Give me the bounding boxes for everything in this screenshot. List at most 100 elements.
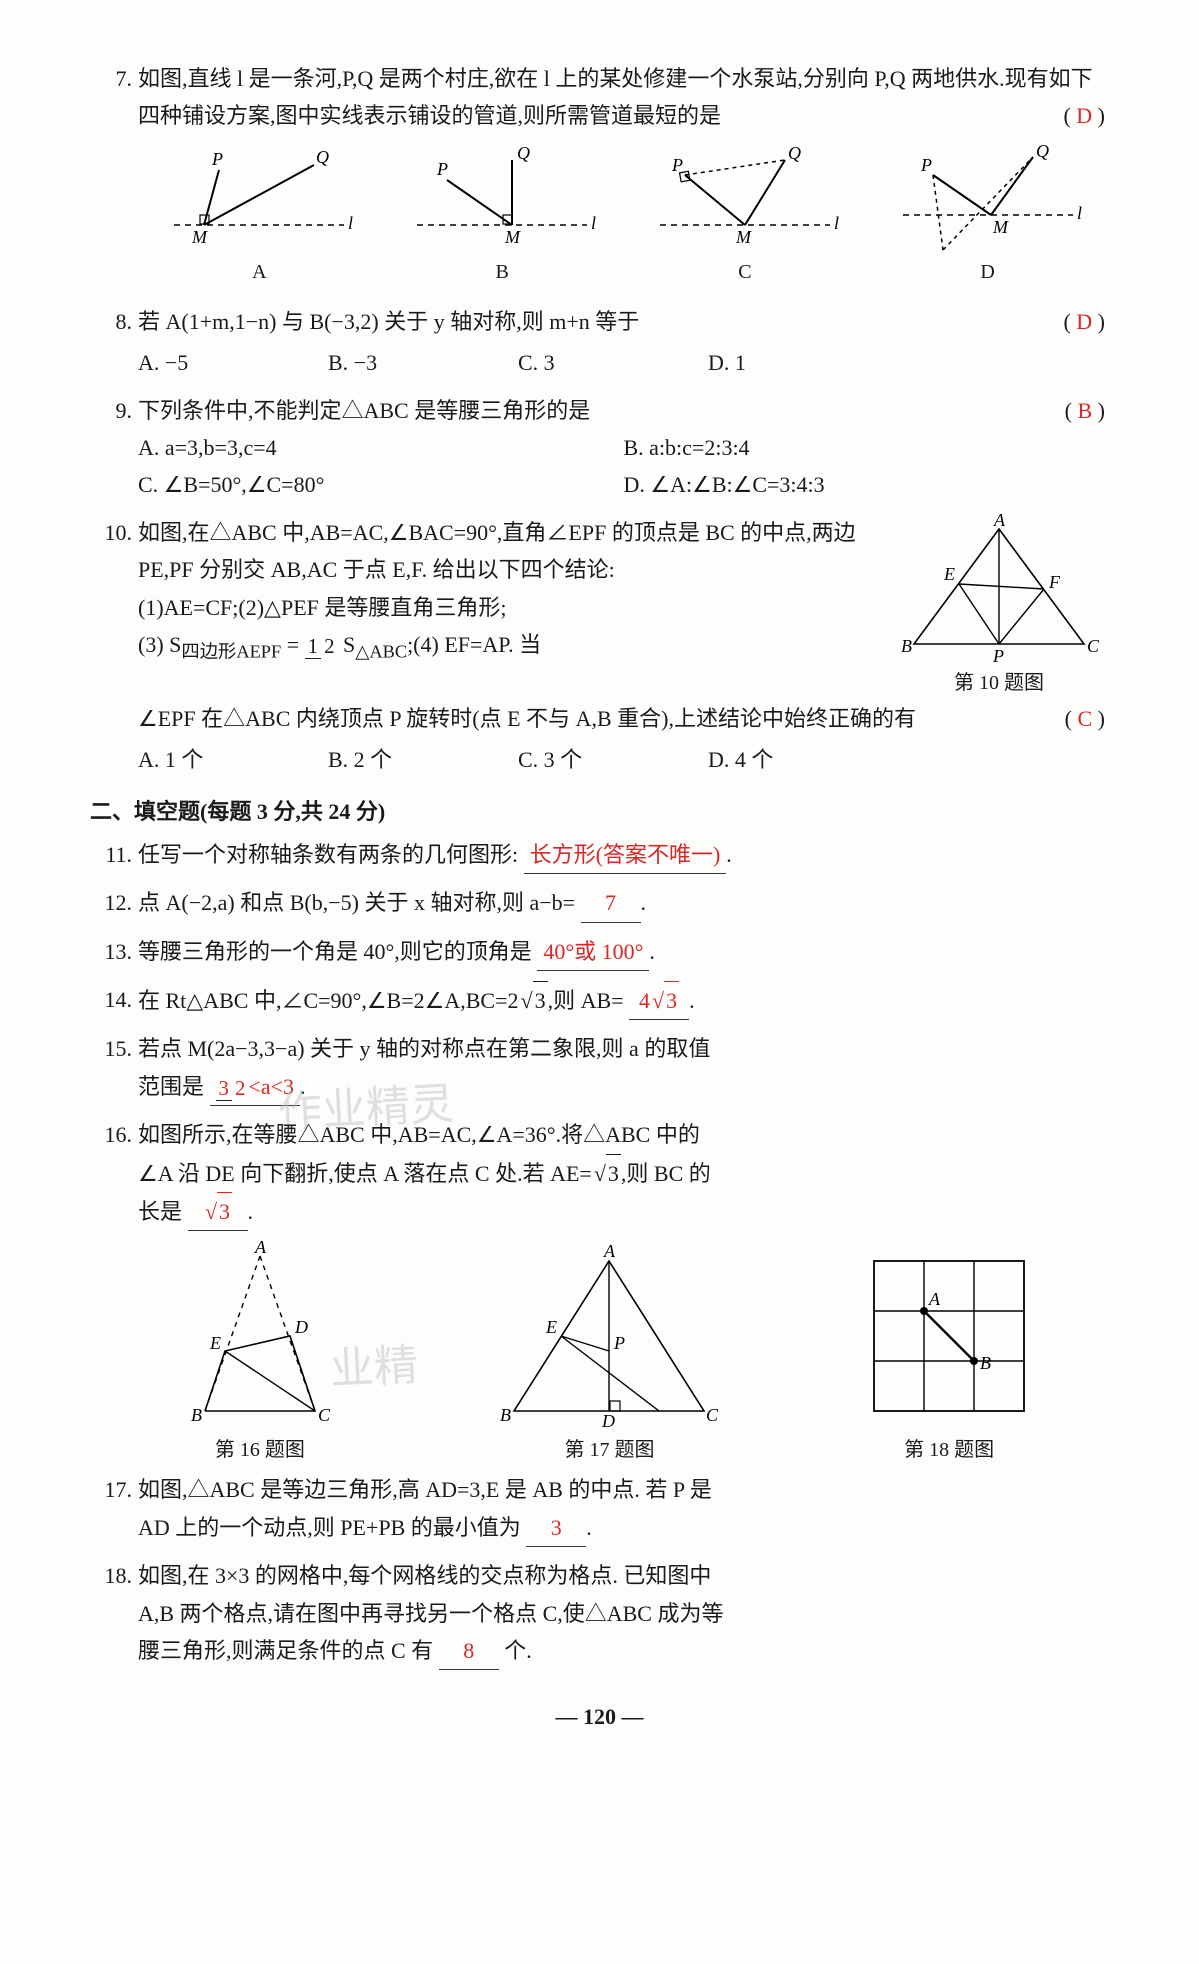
- q17-num: 17.: [90, 1471, 138, 1547]
- q7-fig-a: l P Q M A: [164, 145, 354, 289]
- svg-text:E: E: [943, 564, 955, 584]
- q10-figure: A B C P E F 第 10 题图: [889, 514, 1109, 700]
- q8-opt-b: B. −3: [328, 344, 478, 381]
- q18-text2: A,B 两个格点,请在图中再寻找另一个格点 C,使△ABC 成为等: [138, 1601, 723, 1626]
- q10-opt-d: D. 4 个: [708, 741, 858, 778]
- q9-answer-wrap: ( B ): [1065, 392, 1105, 429]
- q14-answer: 43: [629, 981, 689, 1020]
- question-15: 15. 作业精灵 若点 M(2a−3,3−a) 关于 y 轴的对称点在第二象限,…: [90, 1030, 1109, 1106]
- q13-text: 等腰三角形的一个角是 40°,则它的顶角是: [138, 939, 532, 964]
- svg-text:l: l: [348, 213, 353, 233]
- q16-num: 16.: [90, 1116, 138, 1231]
- q9-opt-d: D. ∠A:∠B:∠C=3:4:3: [624, 466, 1110, 503]
- q10-fig-label: 第 10 题图: [889, 666, 1109, 700]
- question-17: 17. 如图,△ABC 是等边三角形,高 AD=3,E 是 AB 的中点. 若 …: [90, 1471, 1109, 1547]
- q7-fig-b: l P Q M B: [407, 145, 597, 289]
- q14-text-b: ,则 AB=: [548, 988, 624, 1013]
- question-13: 13. 等腰三角形的一个角是 40°,则它的顶角是 40°或 100°.: [90, 933, 1109, 971]
- q10-opt-b: B. 2 个: [328, 741, 478, 778]
- q13-answer: 40°或 100°: [537, 933, 649, 971]
- q14-num: 14.: [90, 981, 138, 1020]
- q17-text1: 如图,△ABC 是等边三角形,高 AD=3,E 是 AB 的中点. 若 P 是: [138, 1477, 712, 1502]
- svg-text:Q: Q: [316, 147, 329, 167]
- svg-text:P: P: [920, 155, 932, 175]
- svg-text:l: l: [591, 213, 596, 233]
- q7-fig-c: l P Q M C: [650, 145, 840, 289]
- svg-text:E: E: [545, 1317, 557, 1337]
- fig16-label: 第 16 题图: [155, 1433, 365, 1467]
- svg-text:P: P: [992, 646, 1004, 664]
- svg-text:M: M: [735, 227, 752, 247]
- q14-tail: .: [689, 988, 695, 1013]
- figure-17: A B C D E P 第 17 题图: [494, 1241, 724, 1467]
- svg-text:F: F: [1048, 572, 1061, 592]
- q10-num: 10.: [90, 514, 138, 779]
- svg-text:A: A: [603, 1241, 616, 1261]
- q15-num: 15.: [90, 1030, 138, 1106]
- svg-text:B: B: [901, 636, 912, 656]
- svg-text:E: E: [209, 1333, 221, 1353]
- q7-figures: l P Q M A l P Q: [138, 145, 1109, 289]
- q8-num: 8.: [90, 303, 138, 382]
- svg-text:l: l: [1077, 203, 1082, 223]
- q9-opt-b: B. a:b:c=2:3:4: [624, 429, 1110, 466]
- svg-text:D: D: [601, 1411, 615, 1431]
- svg-text:C: C: [706, 1405, 719, 1425]
- q16-answer: 3: [188, 1192, 248, 1231]
- q8-answer-wrap: ( D ): [1063, 303, 1105, 340]
- q18-answer: 8: [439, 1632, 499, 1670]
- q9-answer: B: [1077, 398, 1092, 423]
- q16-text2: ∠A 沿 DE 向下翻折,使点 A 落在点 C 处.若 AE=: [138, 1161, 592, 1186]
- svg-text:M: M: [992, 217, 1009, 237]
- q10-items-b: (3) S四边形AEPF = 12 S△ABC;(4) EF=AP. 当: [138, 632, 541, 657]
- svg-text:D: D: [294, 1317, 308, 1337]
- question-11: 11. 任写一个对称轴条数有两条的几何图形: 长方形(答案不唯一).: [90, 836, 1109, 874]
- svg-text:Q: Q: [788, 145, 801, 163]
- q15-text: 若点 M(2a−3,3−a) 关于 y 轴的对称点在第二象限,则 a 的取值: [138, 1036, 710, 1061]
- q10-text2: ∠EPF 在△ABC 内绕顶点 P 旋转时(点 E 不与 A,B 重合),上述结…: [138, 706, 916, 731]
- q9-num: 9.: [90, 392, 138, 504]
- q16-tail: .: [248, 1199, 254, 1224]
- q18-num: 18.: [90, 1557, 138, 1670]
- q16-text2b: ,则 BC 的: [621, 1161, 711, 1186]
- q16-text1: 如图所示,在等腰△ABC 中,AB=AC,∠A=36°.将△ABC 中的: [138, 1122, 700, 1147]
- page-number: — 120 —: [90, 1698, 1109, 1735]
- svg-text:A: A: [928, 1289, 941, 1309]
- svg-text:C: C: [1087, 636, 1100, 656]
- svg-text:A: A: [254, 1241, 267, 1257]
- q17-text2: AD 上的一个动点,则 PE+PB 的最小值为: [138, 1515, 521, 1540]
- q12-text: 点 A(−2,a) 和点 B(b,−5) 关于 x 轴对称,则 a−b=: [138, 890, 575, 915]
- q14-text-a: 在 Rt△ABC 中,∠C=90°,∠B=2∠A,BC=2: [138, 988, 519, 1013]
- question-8: 8. 若 A(1+m,1−n) 与 B(−3,2) 关于 y 轴对称,则 m+n…: [90, 303, 1109, 382]
- q13-num: 13.: [90, 933, 138, 971]
- question-16: 16. 如图所示,在等腰△ABC 中,AB=AC,∠A=36°.将△ABC 中的…: [90, 1116, 1109, 1231]
- q7-text: 如图,直线 l 是一条河,P,Q 是两个村庄,欲在 l 上的某处修建一个水泵站,…: [138, 66, 1093, 128]
- question-14: 14. 在 Rt△ABC 中,∠C=90°,∠B=2∠A,BC=23,则 AB=…: [90, 981, 1109, 1020]
- q10-opt-a: A. 1 个: [138, 741, 288, 778]
- q15-answer: 32<a<3: [210, 1068, 301, 1106]
- svg-text:P: P: [671, 155, 683, 175]
- q9-opt-a: A. a=3,b=3,c=4: [138, 429, 624, 466]
- q10-items-a: (1)AE=CF;(2)△PEF 是等腰直角三角形;: [138, 595, 507, 620]
- svg-text:Q: Q: [1036, 145, 1049, 161]
- fig18-label: 第 18 题图: [854, 1433, 1044, 1467]
- q7-label-d: D: [893, 255, 1083, 289]
- q13-tail: .: [649, 939, 655, 964]
- svg-text:A: A: [993, 514, 1006, 530]
- svg-text:P: P: [613, 1333, 625, 1353]
- svg-text:Q: Q: [517, 145, 530, 163]
- q7-answer: D: [1076, 103, 1092, 128]
- q8-text: 若 A(1+m,1−n) 与 B(−3,2) 关于 y 轴对称,则 m+n 等于: [138, 309, 639, 334]
- q7-label-b: B: [407, 255, 597, 289]
- svg-text:M: M: [191, 227, 208, 247]
- section-2-header: 二、填空题(每题 3 分,共 24 分): [90, 793, 1109, 830]
- q18-text1: 如图,在 3×3 的网格中,每个网格线的交点称为格点. 已知图中: [138, 1563, 711, 1588]
- q10-opt-c: C. 3 个: [518, 741, 668, 778]
- q11-num: 11.: [90, 836, 138, 874]
- figure-16: A B C E D 第 16 题图: [155, 1241, 365, 1467]
- svg-text:P: P: [436, 159, 448, 179]
- q12-answer: 7: [581, 884, 641, 922]
- q10-options: A. 1 个 B. 2 个 C. 3 个 D. 4 个: [138, 741, 1109, 778]
- q10-text1: 如图,在△ABC 中,AB=AC,∠BAC=90°,直角∠EPF 的顶点是 BC…: [138, 520, 856, 582]
- svg-text:C: C: [318, 1405, 331, 1425]
